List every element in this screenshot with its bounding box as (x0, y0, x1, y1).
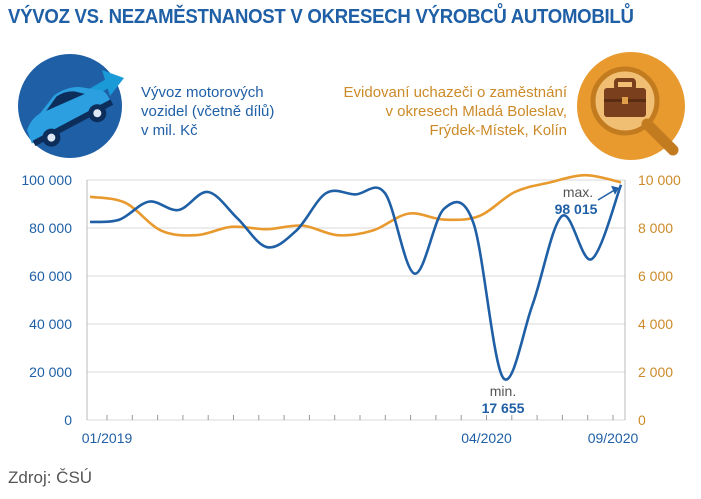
right-y-tick-label: 8 000 (638, 220, 673, 236)
left-y-tick-label: 100 000 (21, 172, 72, 188)
unemployed-line (89, 173, 622, 237)
right-y-tick-label: 6 000 (638, 268, 673, 284)
x-tick-label: 04/2020 (461, 430, 512, 446)
unemployed-legend-line-3: Frýdek-Místek, Kolín (429, 122, 567, 139)
x-tick-marks (106, 415, 614, 420)
x-tick-label: 01/2019 (82, 430, 133, 446)
source-note: Zdroj: ČSÚ (8, 468, 93, 487)
export-legend-line-3: v mil. Kč (141, 122, 198, 139)
unemployed-legend: Evidovaní uchazeči o zaměstnání v okrese… (344, 83, 567, 140)
export-legend-line-2: vozidel (včetně dílů) (141, 103, 275, 120)
right-y-tick-label: 0 (638, 412, 646, 428)
unemployed-legend-line-2: v okresech Mladá Boleslav, (385, 103, 567, 120)
right-y-tick-label: 10 000 (638, 172, 681, 188)
chart-title: VÝVOZ VS. NEZAMĚSTNANOST V OKRESECH VÝRO… (8, 6, 634, 28)
left-y-tick-label: 0 (64, 412, 72, 428)
right-y-tick-label: 2 000 (638, 364, 673, 380)
left-y-tick-label: 20 000 (29, 364, 72, 380)
car-with-arrow-icon (18, 54, 124, 158)
max-label: max. (563, 184, 593, 200)
max-arrow-line (597, 189, 616, 201)
unemployed-series (89, 173, 622, 237)
x-tick-labels: 01/2019 04/2020 09/2020 (82, 430, 639, 446)
export-legend-line-1: Vývoz motorových (141, 84, 264, 101)
export-legend: Vývoz motorových vozidel (včetně dílů) v… (141, 83, 274, 140)
max-arrow-head (611, 185, 619, 195)
left-y-tick-label: 40 000 (29, 316, 72, 332)
gridlines (87, 179, 625, 421)
left-y-tick-label: 60 000 (29, 268, 72, 284)
min-value: 17 655 (482, 400, 525, 416)
min-label: min. (490, 383, 516, 399)
export-series (89, 184, 623, 381)
left-y-tick-label: 80 000 (29, 220, 72, 236)
unemployed-legend-line-1: Evidovaní uchazeči o zaměstnání (343, 84, 567, 101)
left-y-tick-labels: 100 000 80 000 60 000 40 000 20 000 0 (21, 172, 72, 428)
right-y-tick-label: 4 000 (638, 316, 673, 332)
annotations: min.17 655 max.98 015 (482, 184, 619, 416)
briefcase-magnifier-icon (577, 52, 685, 160)
max-value: 98 015 (555, 201, 598, 217)
export-line (89, 184, 623, 381)
right-y-tick-labels: 10 000 8 000 6 000 4 000 2 000 0 (638, 172, 681, 428)
x-tick-label: 09/2020 (588, 430, 639, 446)
